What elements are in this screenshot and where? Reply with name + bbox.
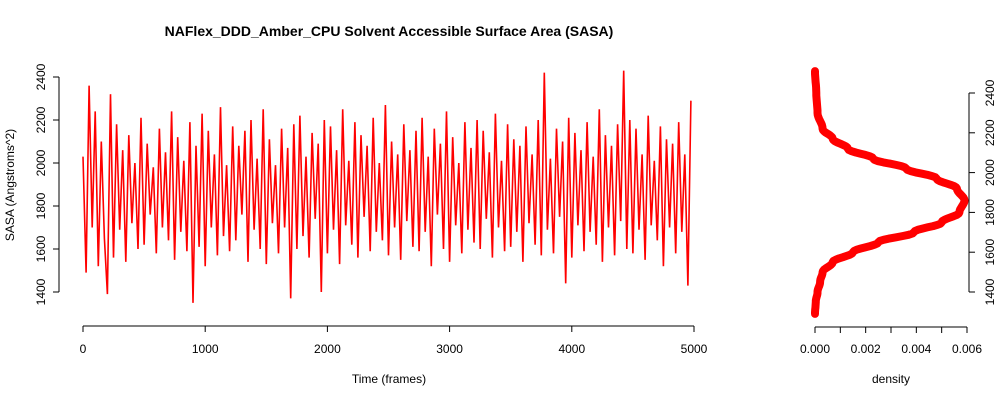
- density-y-tick-label: 1600: [983, 239, 997, 266]
- y-tick-label: 1800: [34, 192, 48, 219]
- chart-title: NAFlex_DDD_Amber_CPU Solvent Accessible …: [165, 23, 614, 39]
- density-y-tick-label: 1800: [983, 199, 997, 226]
- y-tick-label: 2200: [34, 106, 48, 133]
- density-y-tick-label: 2200: [983, 119, 997, 146]
- x-tick-label: 3000: [436, 342, 463, 356]
- density-x-tick-label: 0.004: [901, 342, 931, 356]
- density-y-tick-label: 2400: [983, 79, 997, 106]
- y-tick-label: 2000: [34, 149, 48, 176]
- x-tick-label: 5000: [681, 342, 708, 356]
- density-x-tick-label: 0.006: [952, 342, 982, 356]
- y-tick-label: 1400: [34, 278, 48, 305]
- x-tick-label: 2000: [314, 342, 341, 356]
- density-axis-label: density: [872, 372, 910, 386]
- y-axis-label: SASA (Angstroms^2): [3, 129, 17, 241]
- density-x-tick-label: 0.002: [851, 342, 881, 356]
- density-y-tick-label: 1400: [983, 278, 997, 305]
- x-tick-label: 0: [80, 342, 87, 356]
- y-tick-label: 2400: [34, 63, 48, 90]
- density-curve: [811, 67, 969, 318]
- x-tick-label: 1000: [192, 342, 219, 356]
- y-tick-label: 1600: [34, 235, 48, 262]
- density-y-tick-label: 2000: [983, 159, 997, 186]
- x-tick-label: 4000: [558, 342, 585, 356]
- sasa-series-line: [82, 70, 692, 303]
- x-axis-label: Time (frames): [352, 372, 426, 386]
- density-x-tick-label: 0.000: [800, 342, 830, 356]
